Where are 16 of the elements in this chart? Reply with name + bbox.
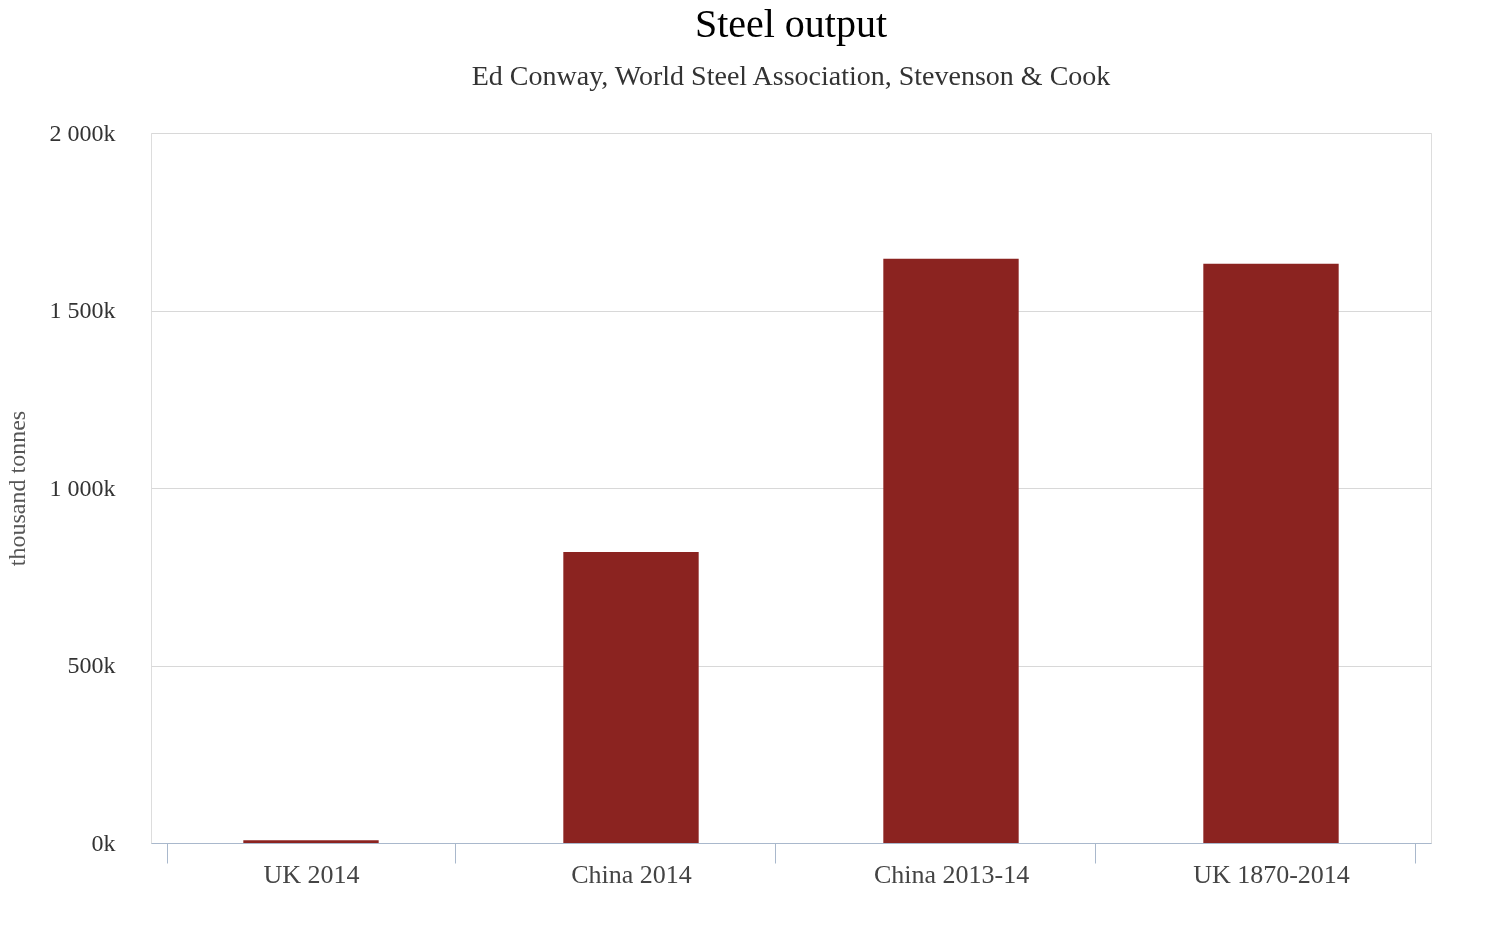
y-tick-label: 500k [67, 652, 116, 678]
x-tick-label: China 2013-14 [873, 859, 1030, 889]
y-tick-label: 1 000k [49, 474, 116, 501]
x-tick-label: China 2014 [571, 859, 692, 889]
y-axis-title: thousand tonnes [3, 410, 30, 567]
bar [1203, 263, 1339, 843]
chart-subtitle: Ed Conway, World Steel Association, Stevenson & Cook [471, 60, 1111, 91]
y-tick-label: 0k [91, 829, 116, 856]
y-tick-label: 2 000k [49, 119, 116, 146]
x-tick-label: UK 2014 [263, 859, 360, 889]
x-tick-label: UK 1870-2014 [1193, 859, 1350, 889]
y-tick-label: 1 500k [49, 297, 116, 323]
bar [883, 258, 1019, 843]
chart-title: Steel output [694, 1, 888, 46]
bar [243, 840, 379, 843]
bar [563, 551, 699, 843]
